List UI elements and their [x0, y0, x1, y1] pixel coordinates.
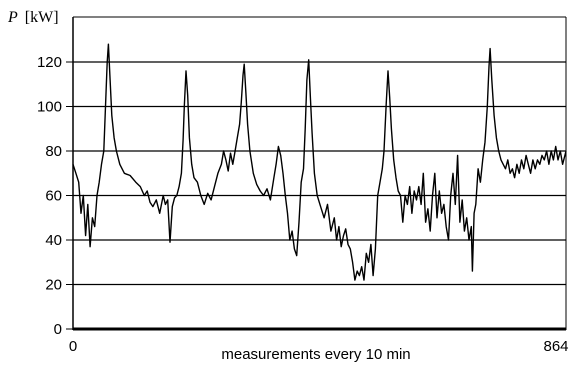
y-tick-label: 20 — [45, 277, 62, 294]
x-tick-label: 0 — [69, 338, 77, 355]
y-tick-label: 80 — [45, 143, 62, 160]
y-axis-symbol: P — [7, 9, 18, 26]
axes — [66, 16, 567, 331]
y-tick-label: 40 — [45, 232, 62, 249]
y-axis-label: P [kW] — [7, 9, 59, 26]
y-tick-label: 0 — [54, 321, 62, 338]
x-tick-label: 864 — [543, 338, 568, 355]
y-tick-labels: 0 20 40 60 80 100 120 — [37, 54, 62, 338]
x-tick-labels: 0 864 — [69, 338, 569, 355]
y-axis-unit: [kW] — [25, 9, 59, 26]
x-axis-label: measurements every 10 min — [221, 346, 410, 363]
series-layer — [72, 43, 567, 281]
y-tick-label: 100 — [37, 99, 62, 116]
series-line-0 — [72, 43, 567, 281]
y-tick-label: 60 — [45, 188, 62, 205]
y-tick-label: 120 — [37, 54, 62, 71]
grid-lines — [73, 61, 566, 286]
